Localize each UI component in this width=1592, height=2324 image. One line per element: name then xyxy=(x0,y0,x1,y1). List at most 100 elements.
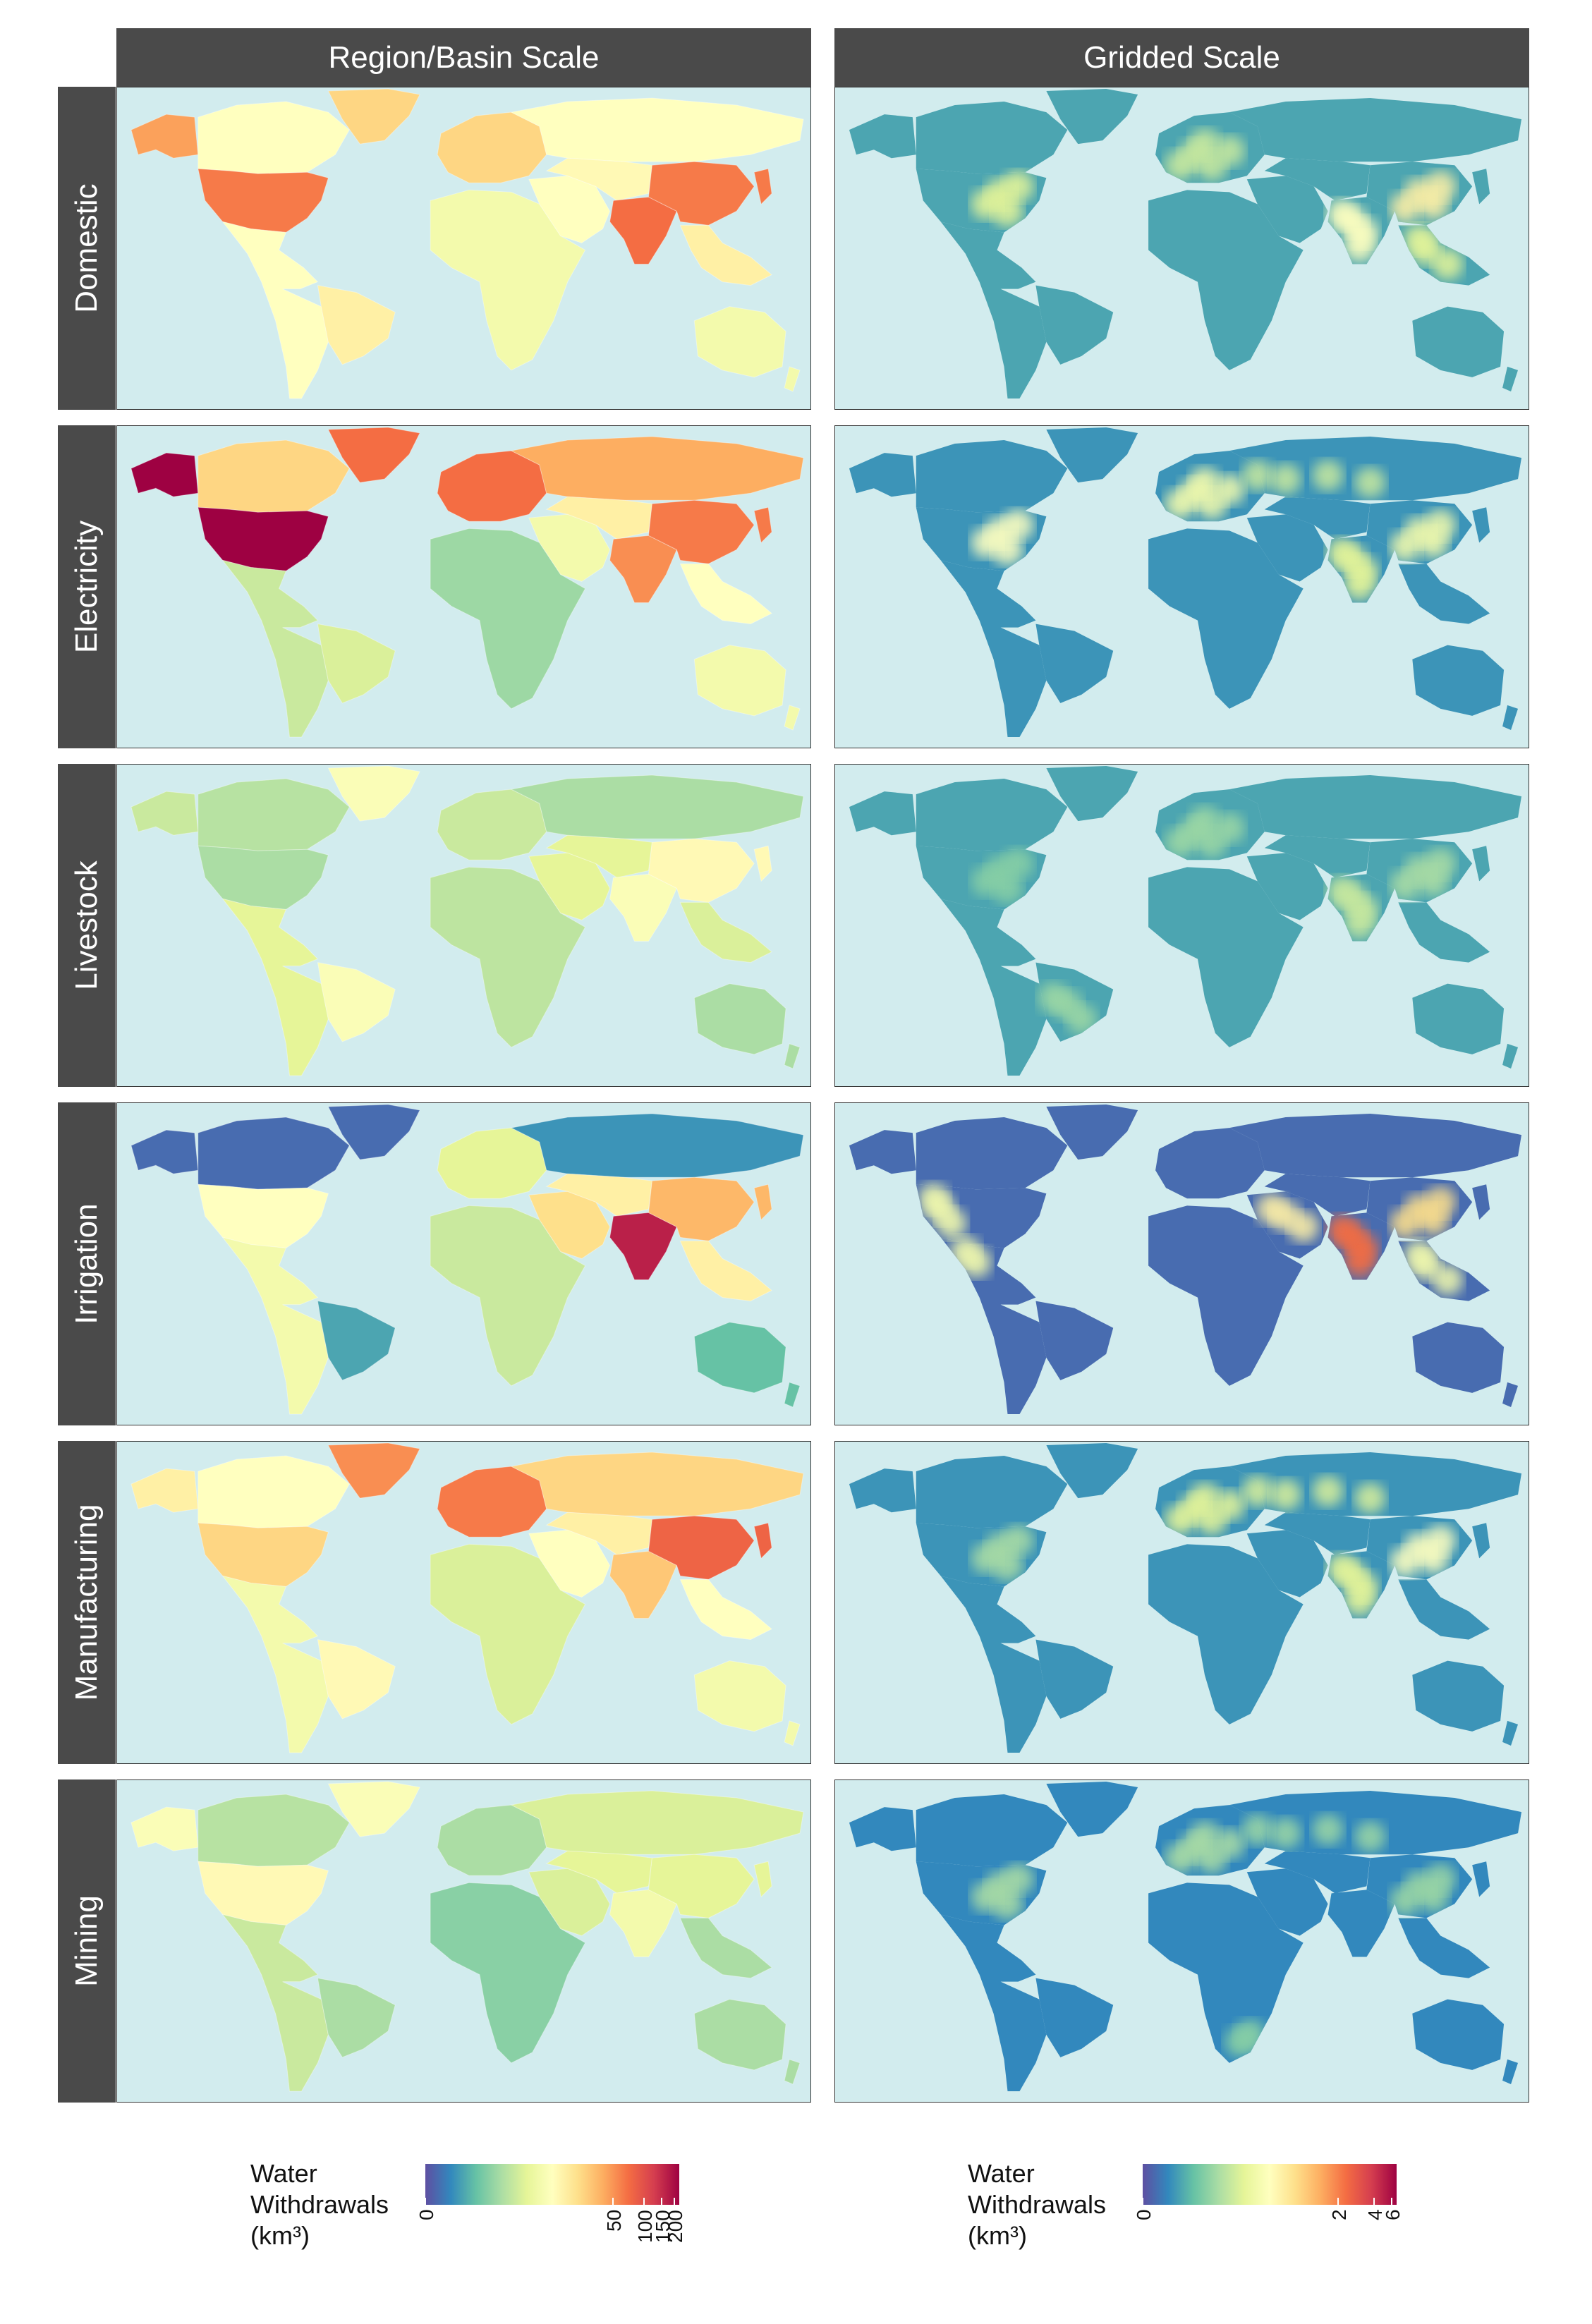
hotspot-brazil xyxy=(1066,1003,1098,1035)
region-australia xyxy=(693,983,786,1055)
row-strip-livestock: Livestock xyxy=(58,764,116,1087)
legend-tick-mark xyxy=(612,2198,614,2205)
hotspot-china xyxy=(1390,1885,1421,1916)
region-japan xyxy=(753,1184,772,1221)
region-africa xyxy=(430,189,586,371)
hotspot-europe xyxy=(1189,128,1220,160)
region-india xyxy=(609,1212,678,1281)
regional-map-domestic xyxy=(116,87,811,410)
land-australia xyxy=(1412,1660,1505,1732)
land-brazil xyxy=(1035,1639,1114,1719)
legend-tick-label: 0 xyxy=(415,2209,437,2220)
legend-tick-mark xyxy=(425,2198,426,2205)
row-strip-irrigation: Irrigation xyxy=(58,1102,116,1425)
column-strip-gridded: Gridded Scale xyxy=(834,28,1529,87)
row-title-domestic: Domestic xyxy=(69,183,104,313)
land-russia xyxy=(1229,1114,1522,1178)
gridded-map-livestock xyxy=(834,764,1529,1087)
land-central-asia xyxy=(1264,835,1371,878)
region-europe xyxy=(437,111,547,183)
region-greenland xyxy=(327,1442,420,1499)
land-newzealand xyxy=(1502,1043,1519,1069)
legend-tick-label: 2 xyxy=(1328,2209,1351,2220)
land-latin-america xyxy=(940,1237,1047,1414)
land-brazil xyxy=(1035,1978,1114,2057)
region-alaska xyxy=(130,114,199,159)
region-russia xyxy=(510,436,804,501)
land-central-asia xyxy=(1264,1851,1371,1894)
land-newzealand xyxy=(1502,705,1519,730)
region-africa xyxy=(430,1205,586,1387)
legend-title-regional: Water Withdrawals (km³) xyxy=(250,2159,389,2250)
land-australia xyxy=(1412,1999,1505,2070)
region-latin-america xyxy=(221,1914,329,2092)
region-africa xyxy=(430,528,586,710)
land-alaska xyxy=(849,1807,916,1851)
hotspot-russia xyxy=(1312,460,1344,492)
regional-map-electricity xyxy=(116,425,811,748)
hotspot-east-us xyxy=(992,534,1023,566)
region-greenland xyxy=(327,88,420,145)
region-newzealand xyxy=(784,2059,801,2085)
region-canada xyxy=(198,778,350,851)
land-africa xyxy=(1148,1544,1304,1724)
hotspot-east-us xyxy=(1002,171,1034,202)
region-india xyxy=(609,535,678,604)
hotspot-se-asia xyxy=(1404,224,1435,255)
region-newzealand xyxy=(784,1043,801,1069)
gridded-map-manufacturing xyxy=(834,1441,1529,1764)
hotspot-china xyxy=(1425,171,1457,202)
hotspot-europe xyxy=(1213,135,1245,167)
land-europe xyxy=(1155,1128,1265,1199)
land-japan xyxy=(1472,846,1490,882)
hotspot-russia xyxy=(1354,467,1386,499)
land-southeast-asia xyxy=(1398,1579,1490,1640)
land-greenland xyxy=(1046,1105,1138,1160)
gridded-map-electricity xyxy=(834,425,1529,748)
hotspot-india xyxy=(1344,1585,1375,1617)
region-china xyxy=(648,838,755,903)
region-china xyxy=(648,499,755,564)
region-middle-east xyxy=(528,175,611,244)
land-africa xyxy=(1148,1205,1304,1386)
region-japan xyxy=(753,845,772,882)
land-greenland xyxy=(1046,1782,1138,1837)
region-india xyxy=(609,196,678,265)
region-australia xyxy=(693,645,786,717)
legend-tick-mark xyxy=(1373,2198,1375,2205)
region-north-america xyxy=(198,506,329,571)
hotspot-europe xyxy=(1189,1483,1220,1514)
hotspot-russia xyxy=(1270,1818,1301,1849)
hotspot-china xyxy=(1390,530,1421,562)
land-southeast-asia xyxy=(1398,564,1490,624)
hotspot-india xyxy=(1344,569,1375,601)
hotspot-russia xyxy=(1312,1476,1344,1507)
hotspot-india xyxy=(1344,908,1375,939)
hotspot-china xyxy=(1390,192,1421,224)
hotspot-china xyxy=(1390,869,1421,901)
land-middle-east xyxy=(1246,176,1328,243)
region-greenland xyxy=(327,1104,420,1160)
region-middle-east xyxy=(528,1191,611,1260)
hotspot-russia xyxy=(1241,1814,1273,1846)
regional-map-mining xyxy=(116,1779,811,2103)
land-japan xyxy=(1472,507,1490,543)
land-africa xyxy=(1148,1882,1304,2063)
hotspot-europe xyxy=(1213,1490,1245,1521)
hotspot-east-us xyxy=(1002,848,1034,880)
regional-map-livestock xyxy=(116,764,811,1087)
land-alaska xyxy=(849,114,916,159)
region-southeast-asia xyxy=(679,901,773,963)
row-title-manufacturing: Manufacturing xyxy=(69,1504,104,1701)
region-russia xyxy=(510,774,804,839)
land-canada xyxy=(916,1456,1068,1528)
land-greenland xyxy=(1046,1443,1138,1499)
hotspot-india xyxy=(1326,1553,1358,1585)
region-europe xyxy=(437,1466,547,1538)
hotspot-china xyxy=(1425,509,1457,541)
hotspot-russia xyxy=(1270,463,1301,495)
land-latin-america xyxy=(940,221,1047,399)
region-russia xyxy=(510,97,804,162)
land-latin-america xyxy=(940,560,1047,737)
land-greenland xyxy=(1046,766,1138,822)
